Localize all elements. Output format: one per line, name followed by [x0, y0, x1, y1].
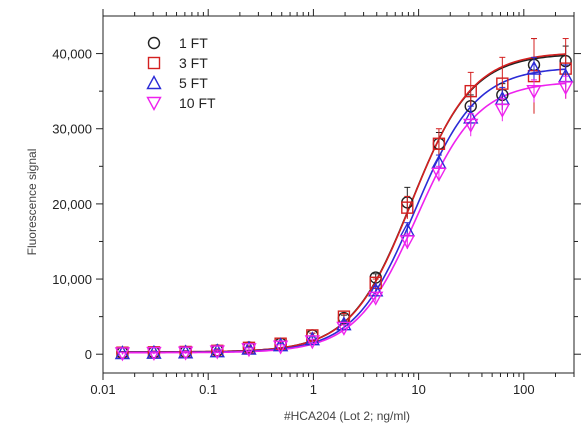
data-point [463, 118, 479, 133]
data-points [114, 38, 574, 362]
x-tick-label: 0.1 [199, 382, 217, 397]
y-tick-label: 0 [85, 347, 92, 362]
legend-label: 1 FT [179, 35, 208, 51]
data-point [557, 81, 574, 96]
y-tick-label: 30,000 [52, 122, 92, 137]
data-point [526, 60, 542, 75]
x-tick-label: 1 [310, 382, 317, 397]
data-point [336, 321, 352, 336]
y-tick-label: 10,000 [52, 272, 92, 287]
data-point [401, 201, 414, 214]
legend-marker [147, 56, 161, 70]
data-point [272, 340, 289, 355]
data-point [272, 337, 289, 352]
legend-label: 5 FT [179, 75, 208, 91]
data-point [432, 137, 446, 150]
data-point [464, 84, 477, 98]
legend-label: 3 FT [179, 55, 208, 71]
x-tick-label: 100 [513, 382, 535, 397]
data-point [114, 347, 131, 362]
legend-marker [147, 36, 161, 50]
legend: 1 FT 3 FT 5 FT 10 FT [146, 35, 216, 111]
y-axis: 0 10,000 20,000 30,000 40,000 [52, 47, 581, 362]
y-tick-label: 20,000 [52, 197, 92, 212]
plot-frame [102, 15, 575, 374]
x-tick-label: 10 [411, 382, 425, 397]
data-point [368, 291, 384, 306]
data-point [241, 343, 257, 358]
data-point [241, 340, 257, 355]
y-tick-label: 40,000 [52, 47, 92, 62]
x-axis-title: #HCA204 (Lot 2; ng/ml) [284, 409, 410, 423]
legend-label: 10 FT [179, 95, 216, 111]
x-axis: 0.01 0.1 1 10 100 [90, 9, 575, 397]
data-point [146, 346, 162, 362]
legend-marker [146, 75, 162, 90]
data-point [177, 346, 194, 361]
data-point [526, 84, 542, 100]
data-point [209, 345, 225, 360]
data-point [399, 235, 415, 250]
y-axis-title: Fluorescence signal [25, 149, 39, 256]
data-point [431, 167, 447, 182]
x-tick-label: 0.01 [90, 382, 115, 397]
data-point [494, 103, 511, 118]
data-point [304, 335, 321, 350]
data-point [304, 331, 321, 346]
legend-marker [146, 96, 162, 111]
